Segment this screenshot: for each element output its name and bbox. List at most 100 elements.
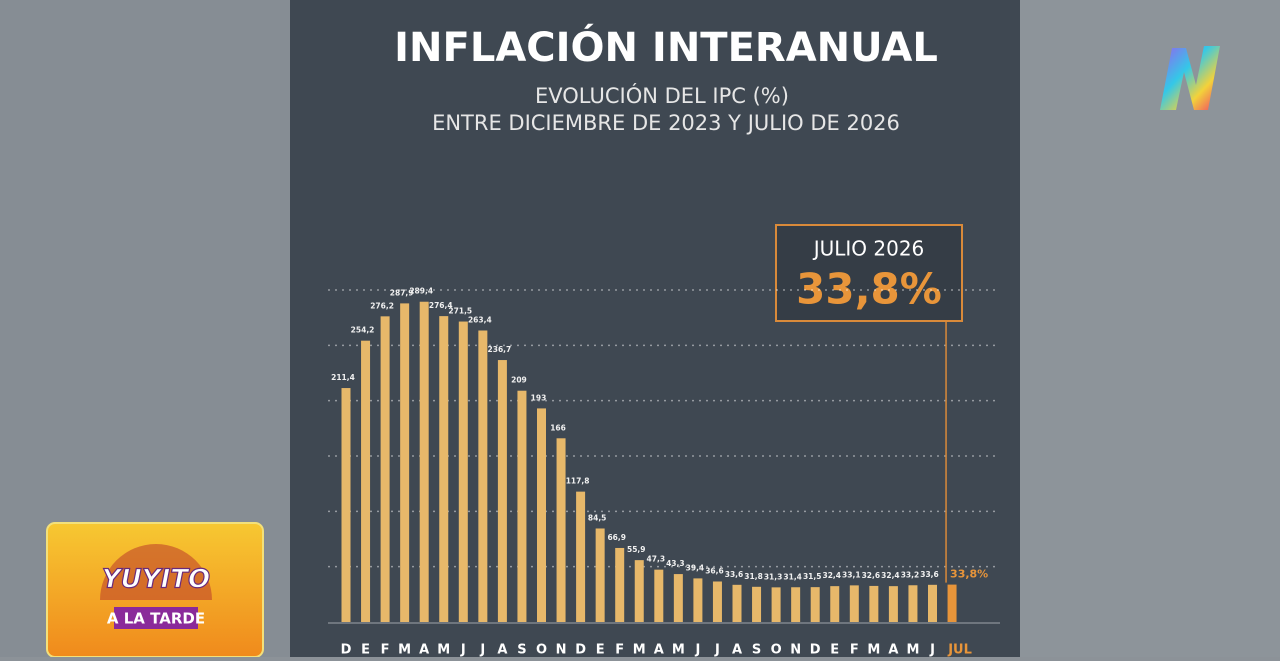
value-label: 31,5 (803, 572, 822, 581)
x-tick-label: F (381, 643, 390, 658)
x-tick-label: S (752, 643, 761, 658)
bar (341, 388, 351, 622)
show-logo-title: YUYITO (102, 565, 210, 595)
value-label: 84,5 (588, 513, 607, 522)
callout-label: JULIO 2026 (812, 237, 925, 261)
value-label: 33,1 (842, 570, 861, 579)
channel-logo (1160, 46, 1220, 110)
bar (654, 569, 664, 622)
x-tick-label: M (398, 643, 411, 658)
x-tick-label: A (497, 643, 507, 658)
x-tick-label: J (714, 643, 720, 658)
value-label: 254,2 (351, 326, 375, 335)
x-tick-label: O (536, 643, 547, 658)
bar (928, 584, 937, 622)
value-label: 39,4 (686, 563, 705, 572)
bar (595, 528, 605, 622)
bar (576, 491, 586, 622)
bar (615, 547, 625, 622)
bar (537, 408, 546, 622)
bar (869, 585, 879, 622)
value-label: 32,6 (862, 571, 881, 580)
value-label: 36,6 (705, 566, 724, 575)
bar (712, 581, 722, 622)
value-label: 209 (511, 376, 527, 385)
bar (830, 586, 840, 622)
x-tick-label: D (575, 643, 586, 658)
x-tick-label: S (517, 643, 526, 658)
value-label: 33,2 (901, 570, 920, 579)
bar (791, 587, 801, 622)
value-label: 263,4 (468, 316, 492, 325)
x-tick-label: M (672, 643, 685, 658)
x-tick-label: A (419, 643, 429, 658)
bar (673, 574, 683, 622)
bar (478, 330, 488, 622)
show-logo-band (114, 607, 198, 629)
value-label: 211,4 (331, 373, 355, 382)
show-logo-subtitle: A LA TARDE (107, 610, 205, 628)
bar (693, 578, 703, 622)
bar (458, 321, 468, 622)
x-tick-label: E (361, 643, 370, 658)
bar (517, 390, 527, 622)
x-tick-label: E (830, 643, 839, 658)
value-label: 33,6 (725, 570, 744, 579)
value-label: 117,8 (566, 477, 590, 486)
bar (439, 316, 449, 622)
x-tick-label: O (771, 643, 782, 658)
x-tick-label: M (906, 643, 919, 658)
x-tick-label: M (867, 643, 880, 658)
bar (361, 340, 371, 622)
bar (849, 585, 859, 622)
bar (400, 303, 410, 622)
value-label: 32,4 (881, 571, 900, 580)
bar (556, 438, 566, 622)
x-tick-label: JUL (947, 643, 972, 658)
x-tick-label: M (437, 643, 450, 658)
right-blur-panel (1020, 0, 1280, 657)
bar (908, 585, 918, 622)
x-tick-label: J (479, 643, 485, 658)
bar (732, 584, 742, 622)
x-tick-label: M (633, 643, 646, 658)
chart-title: INFLACIÓN INTERANUAL (394, 23, 938, 71)
value-label: 289,4 (409, 287, 433, 296)
bar (888, 586, 898, 622)
callout-value: 33,8% (796, 265, 942, 314)
x-tick-label: D (810, 643, 821, 658)
chart-panel (290, 0, 1020, 657)
value-label: 236,7 (488, 345, 512, 354)
bar (810, 587, 820, 622)
x-tick-label: J (694, 643, 700, 658)
value-label: 32,4 (822, 571, 841, 580)
value-label: 43,3 (666, 559, 685, 568)
bar (380, 316, 390, 622)
x-tick-label: N (790, 643, 801, 658)
x-tick-label: N (556, 643, 567, 658)
value-label: 271,5 (448, 307, 472, 316)
x-tick-label: A (888, 643, 898, 658)
value-label: 66,9 (607, 533, 626, 542)
value-label: 31,4 (783, 572, 802, 581)
value-label: 31,8 (744, 572, 763, 581)
value-label: 47,3 (647, 555, 666, 564)
value-label: 31,3 (764, 572, 783, 581)
value-label: 276,2 (370, 301, 394, 310)
value-label: 166 (550, 423, 566, 432)
bar (634, 560, 644, 622)
value-label: 287,9 (390, 288, 414, 297)
bar (497, 360, 507, 622)
chart-subtitle: EVOLUCIÓN DEL IPC (%) (535, 83, 789, 108)
value-label: 193 (531, 393, 547, 402)
callout-box (775, 224, 963, 322)
bar (752, 586, 762, 622)
x-tick-label: A (732, 643, 742, 658)
x-tick-label: E (596, 643, 605, 658)
value-label: 276,4 (429, 301, 453, 310)
bar (947, 584, 957, 622)
value-label: 33,8% (950, 568, 988, 581)
show-logo-sun (100, 544, 212, 600)
